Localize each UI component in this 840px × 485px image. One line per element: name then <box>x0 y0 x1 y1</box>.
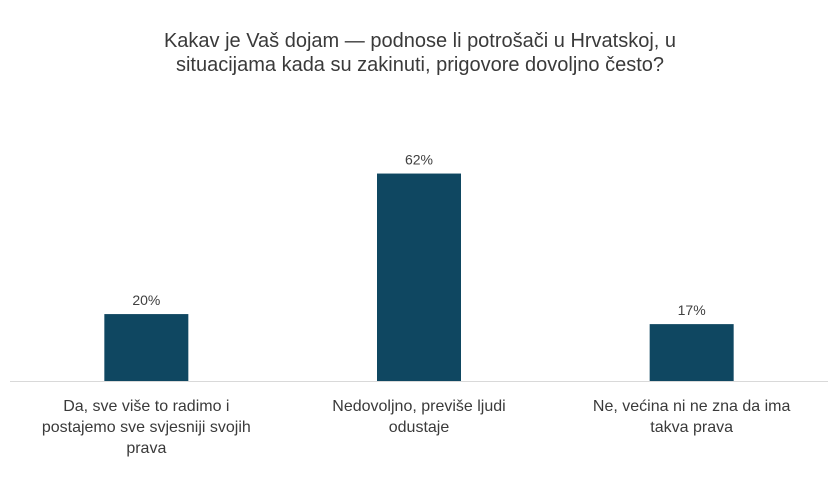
category-label-3-line-1: Ne, većina ni ne zna da ima <box>592 398 791 415</box>
category-label-1-line-1: Da, sve više to radimo i <box>63 398 230 415</box>
bar-2 <box>377 173 461 381</box>
value-label-2: 62% <box>405 152 433 168</box>
category-label-2-line-2: odustaje <box>388 419 450 436</box>
bar-1 <box>104 314 189 381</box>
category-label-2: Nedovoljno, previše ljudi odustaje <box>299 396 539 438</box>
category-label-1-line-3: prava <box>126 440 167 457</box>
category-label-1: Da, sve više to radimo i postajemo sve sv… <box>26 396 266 459</box>
category-label-2-line-1: Nedovoljno, previše ljudi <box>332 398 506 415</box>
value-labels-group: 20% 62% 17% <box>132 152 705 319</box>
bars-group <box>104 173 734 381</box>
chart-title-line-2: situacijama kada su zakinuti, prigovore … <box>175 54 665 76</box>
value-label-1: 20% <box>132 292 160 308</box>
value-label-3: 17% <box>678 302 706 318</box>
category-label-1-line-2: postajemo sve svjesniji svojih <box>41 419 251 436</box>
category-label-3: Ne, većina ni ne zna da ima takva prava <box>572 396 812 438</box>
category-label-3-line-2: takva prava <box>650 419 734 436</box>
chart-title: Kakav je Vaš dojam — podnose li potrošač… <box>0 29 840 77</box>
chart-title-line-1: Kakav je Vaš dojam — podnose li potrošač… <box>163 30 677 52</box>
bar-3 <box>649 324 734 381</box>
